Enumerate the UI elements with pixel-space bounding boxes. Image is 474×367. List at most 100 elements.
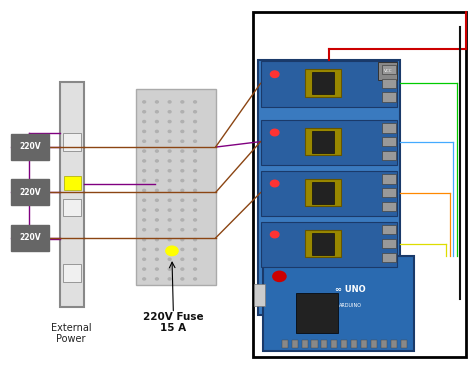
Bar [382,65,396,74]
Circle shape [181,189,184,192]
Circle shape [194,219,197,221]
Circle shape [168,199,171,201]
Circle shape [194,229,197,231]
Circle shape [168,209,171,211]
Text: 220V: 220V [19,233,41,242]
Bar [351,340,357,348]
Circle shape [168,140,171,142]
Circle shape [181,130,184,132]
Circle shape [194,130,197,132]
Circle shape [155,111,158,113]
Circle shape [143,150,146,152]
Bar [63,264,82,282]
Circle shape [181,229,184,231]
Circle shape [143,219,146,221]
Bar [371,340,377,348]
Bar [382,151,396,160]
Circle shape [168,219,171,221]
Circle shape [143,111,146,113]
Circle shape [143,209,146,211]
Bar [382,188,396,197]
Bar [63,199,82,216]
Circle shape [155,170,158,172]
Circle shape [181,219,184,221]
Circle shape [143,248,146,251]
Text: VCC: VCC [383,69,392,73]
Bar [11,225,49,251]
Circle shape [168,150,171,152]
Circle shape [181,179,184,182]
Circle shape [181,150,184,152]
Circle shape [194,239,197,241]
Bar [382,253,396,262]
Circle shape [143,268,146,270]
Circle shape [273,271,286,281]
Circle shape [168,258,171,260]
Circle shape [168,278,171,280]
Bar [312,131,334,153]
Circle shape [168,268,171,270]
Circle shape [155,278,158,280]
Bar [391,340,397,348]
Circle shape [181,239,184,241]
Circle shape [143,239,146,241]
Circle shape [155,219,158,221]
Bar [382,225,396,235]
Circle shape [168,170,171,172]
Circle shape [143,170,146,172]
Bar [382,92,396,102]
Circle shape [143,179,146,182]
Bar [11,179,49,206]
Bar [321,340,328,348]
Bar [261,62,397,107]
Bar [292,340,298,348]
Text: 220V: 220V [19,142,41,151]
Circle shape [155,101,158,103]
Circle shape [168,101,171,103]
Bar [381,340,387,348]
Bar [60,81,84,307]
Circle shape [271,231,279,238]
Circle shape [181,120,184,123]
Bar [382,137,396,146]
Bar [296,293,338,333]
Circle shape [194,150,197,152]
Circle shape [143,199,146,201]
Circle shape [194,170,197,172]
Bar [258,60,400,315]
Circle shape [155,140,158,142]
Circle shape [194,140,197,142]
Circle shape [181,160,184,162]
Circle shape [143,140,146,142]
Bar [254,12,465,356]
Circle shape [143,258,146,260]
Circle shape [166,246,178,256]
Circle shape [155,209,158,211]
Bar [64,176,81,190]
Circle shape [155,258,158,260]
Text: 220V: 220V [19,188,41,197]
Circle shape [181,258,184,260]
Circle shape [143,229,146,231]
Circle shape [155,179,158,182]
Circle shape [143,130,146,132]
Bar [11,134,49,160]
Circle shape [155,239,158,241]
Circle shape [143,189,146,192]
Bar [305,230,341,257]
Circle shape [194,268,197,270]
Bar [382,174,396,184]
Circle shape [155,189,158,192]
Circle shape [181,140,184,142]
Text: ∞ UNO: ∞ UNO [335,285,365,294]
Circle shape [194,160,197,162]
Bar [312,182,334,204]
Bar [261,120,397,165]
Circle shape [168,248,171,251]
Circle shape [168,130,171,132]
Circle shape [155,268,158,270]
Circle shape [194,189,197,192]
Circle shape [271,71,279,77]
Circle shape [143,278,146,280]
Bar [261,171,397,216]
